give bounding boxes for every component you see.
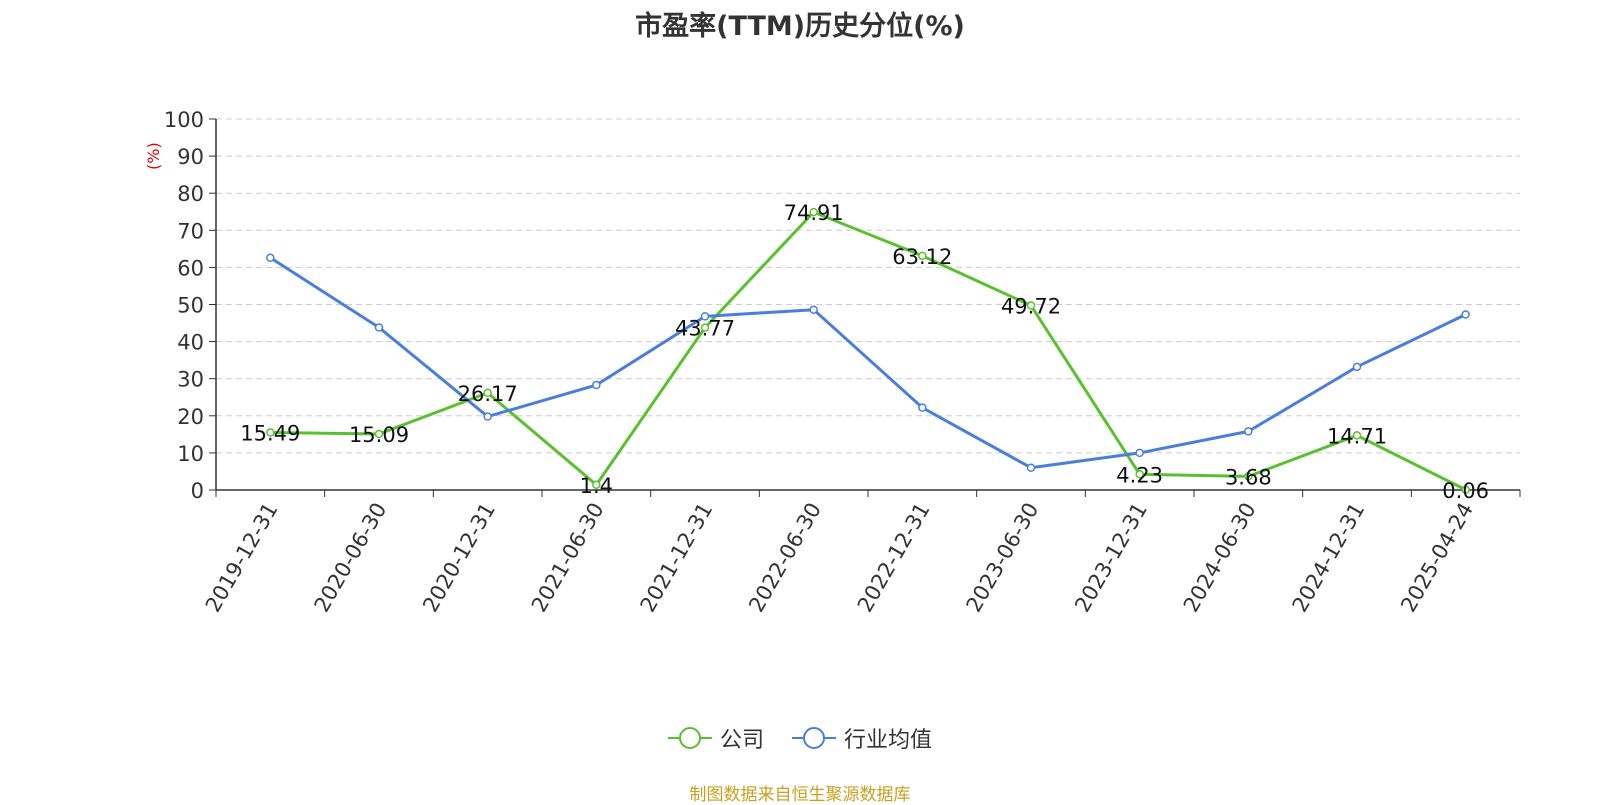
x-tick-label: 2020-12-31 <box>418 499 500 617</box>
data-point-company <box>1135 470 1144 479</box>
data-label-company: 74.91 <box>784 201 844 225</box>
data-point-industry-avg <box>1026 463 1036 472</box>
y-tick-label: 20 <box>177 405 204 429</box>
data-label-company: 15.09 <box>349 423 409 447</box>
data-point-company <box>1026 301 1036 310</box>
y-tick-label: 10 <box>177 442 204 466</box>
data-point-company <box>592 480 601 490</box>
data-label-company: 63.12 <box>892 245 952 269</box>
x-tick-label: 2022-12-31 <box>853 499 935 617</box>
y-axis-label: (%) <box>144 142 163 170</box>
y-tick-label: 80 <box>177 182 204 206</box>
data-point-company <box>374 429 384 439</box>
data-label-company: 43.77 <box>675 317 735 341</box>
data-point-industry-avg <box>1352 362 1362 372</box>
source-note: 制图数据来自恒生聚源数据库 <box>689 785 911 805</box>
data-point-company <box>809 207 818 217</box>
series-line-company <box>270 210 1467 492</box>
data-point-company <box>266 428 275 437</box>
x-tick-label: 2025-04-24 <box>1396 499 1478 617</box>
data-point-industry-avg <box>1461 310 1470 319</box>
x-tick-label: 2019-12-31 <box>201 499 283 617</box>
data-labels: 15.49 15.09 26.17 1.4 43.77 74.91 63.12 49.72 4.… <box>240 201 1489 503</box>
x-tick-label: 2022-06-30 <box>744 499 826 617</box>
data-point-company <box>1244 472 1253 481</box>
data-point-company <box>483 388 492 398</box>
data-label-company: 26.17 <box>458 382 518 406</box>
data-label-company: 14.71 <box>1327 424 1387 448</box>
x-tick-label: 2020-06-30 <box>310 499 392 617</box>
data-point-industry-avg <box>700 312 710 321</box>
y-tick-label: 0 <box>191 479 204 503</box>
x-tick-label: 2021-12-31 <box>636 499 718 617</box>
legend-swatch-company-icon <box>667 726 712 750</box>
data-label-company: 15.49 <box>240 422 300 446</box>
data-label-company: 4.23 <box>1116 463 1163 487</box>
data-point-industry-avg <box>918 403 927 412</box>
y-tick-label: 90 <box>177 145 204 169</box>
y-tick-label: 30 <box>177 368 204 392</box>
grid-lines <box>216 118 1520 454</box>
data-label-company: 1.4 <box>580 474 613 498</box>
y-tick-label: 60 <box>177 256 204 280</box>
x-tick-label: 2023-12-31 <box>1070 499 1152 617</box>
data-point-industry-avg <box>374 323 384 332</box>
y-tick-label: 100 <box>164 108 204 132</box>
chart-title: 市盈率(TTM)历史分位(%) <box>635 11 965 42</box>
data-point-industry-avg <box>266 253 275 263</box>
data-point-company <box>918 251 927 261</box>
y-tick-label: 40 <box>177 331 204 355</box>
data-point-industry-avg <box>483 412 492 421</box>
legend-item-industry-avg[interactable]: 行业均值 <box>792 722 932 754</box>
series-lines <box>266 207 1470 495</box>
data-label-company: 3.68 <box>1225 465 1272 489</box>
axes: 0 10 20 30 40 50 60 70 80 90 100(%) 2019-12-31 2020-… <box>144 108 1521 617</box>
legend-label-company: 公司 <box>719 728 764 753</box>
x-tick-label: 2024-06-30 <box>1179 499 1261 617</box>
legend-item-company[interactable]: 公司 <box>667 722 764 754</box>
data-point-company <box>700 323 710 332</box>
y-tick-label: 50 <box>177 294 204 318</box>
x-tick-label: 2024-12-31 <box>1288 499 1370 617</box>
data-point-company <box>1461 485 1470 495</box>
data-point-industry-avg <box>1244 427 1253 436</box>
data-label-company: 0.06 <box>1442 479 1489 503</box>
legend-swatch-industry-avg-icon <box>792 726 836 750</box>
data-label-company: 49.72 <box>1001 295 1061 319</box>
data-point-industry-avg <box>1135 448 1144 458</box>
data-point-industry-avg <box>592 380 601 390</box>
legend: 公司 行业均值 <box>0 722 1600 754</box>
legend-label-industry-avg: 行业均值 <box>844 728 933 753</box>
x-tick-label: 2023-06-30 <box>962 499 1044 617</box>
y-tick-label: 70 <box>177 219 204 243</box>
data-point-company <box>1352 431 1362 440</box>
series-line-industry-avg <box>269 256 1467 470</box>
x-tick-label: 2021-06-30 <box>527 499 609 617</box>
data-point-industry-avg <box>809 305 818 314</box>
